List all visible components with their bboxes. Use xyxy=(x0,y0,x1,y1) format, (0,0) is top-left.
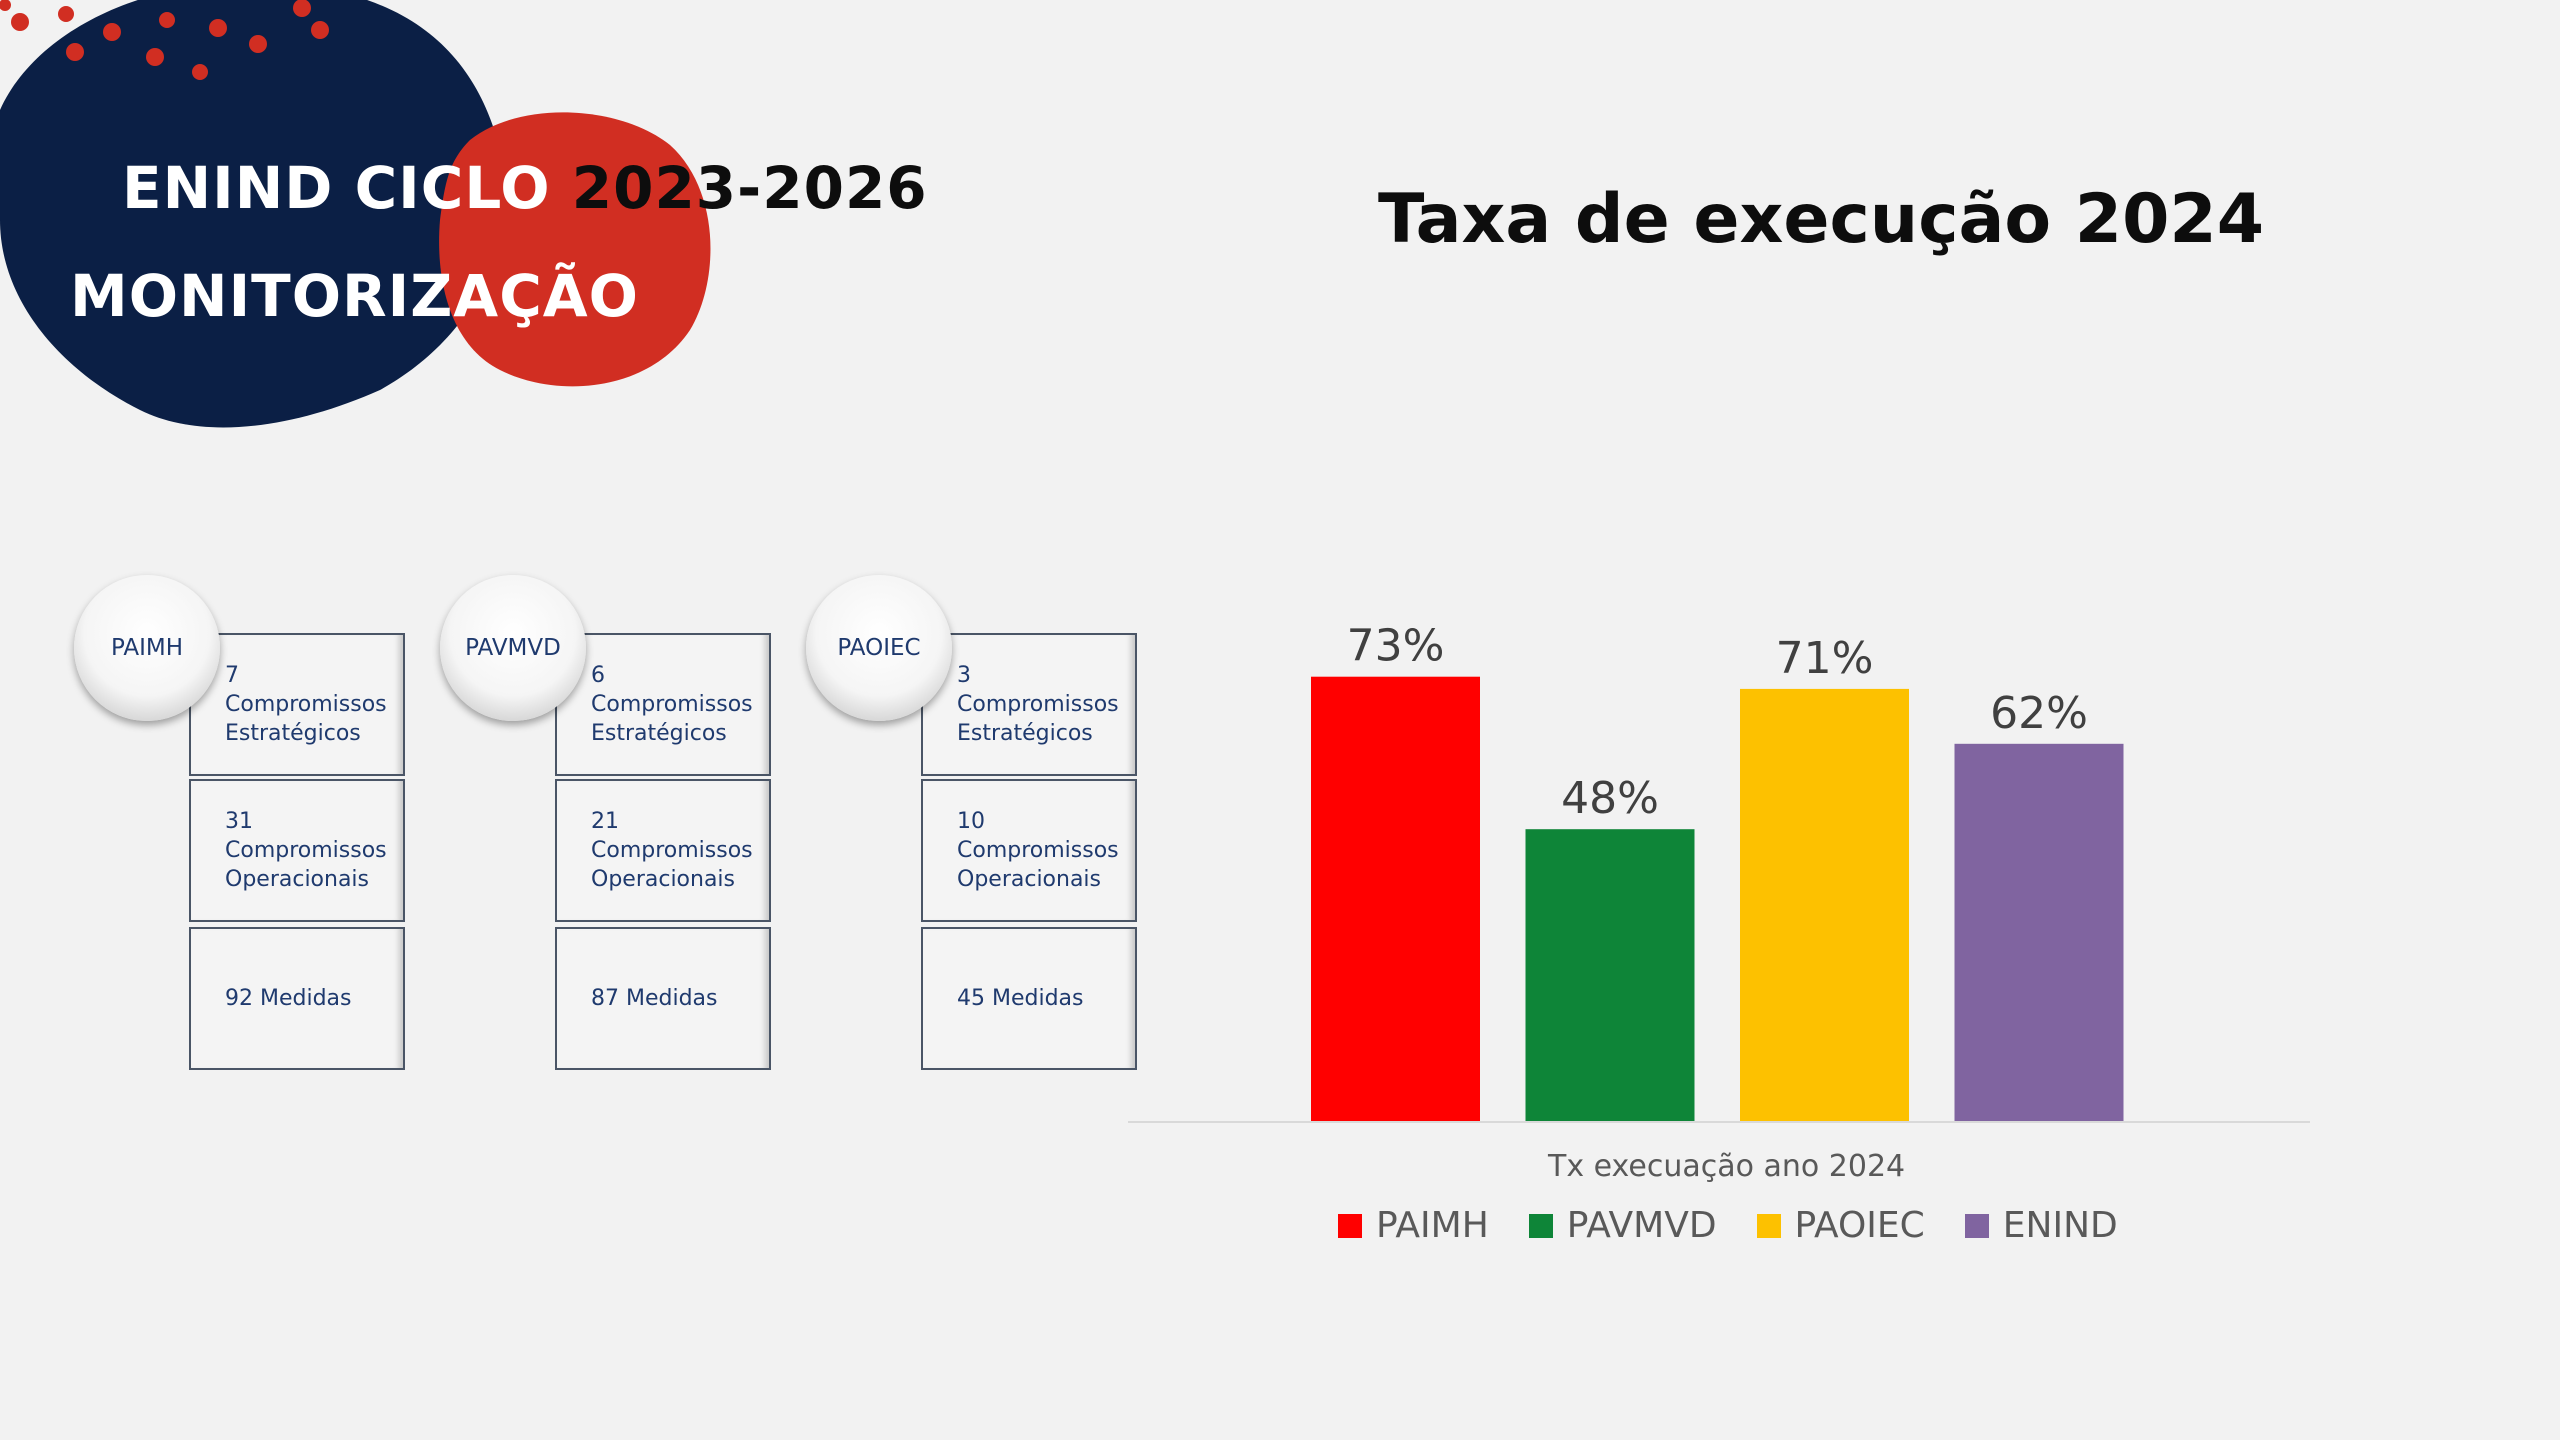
plan-circle: PAVMVD xyxy=(440,575,586,721)
plan-name: PAVMVD xyxy=(465,635,561,661)
data-label-pavmvd: 48% xyxy=(1561,773,1659,824)
plan-box-medidas: 45 Medidas xyxy=(921,927,1137,1070)
plan-box-compromissos-operacionais: 31 Compromissos Operacionais xyxy=(189,779,405,922)
page-title-line2: MONITORIZAÇÃO xyxy=(70,262,639,330)
decorative-dots xyxy=(0,0,329,80)
x-axis-label: Tx execuação ano 2024 xyxy=(1548,1149,1906,1184)
plan-box-compromissos-operacionais: 21 Compromissos Operacionais xyxy=(555,779,771,922)
legend-label: PAIMH xyxy=(1376,1205,1489,1246)
title-segment-dark: 2023-2026 xyxy=(550,154,928,222)
legend-swatch xyxy=(1528,1213,1553,1238)
box-text: 7 Compromissos Estratégicos xyxy=(225,663,387,746)
legend-item: PAOIEC xyxy=(1756,1205,1925,1246)
legend-swatch xyxy=(1964,1213,1989,1238)
box-text: 31 Compromissos Operacionais xyxy=(225,809,387,892)
plan-name: PAIMH xyxy=(110,635,184,661)
page-title-line1: ENIND CICLO 2023-2026 xyxy=(122,154,928,222)
legend-item: PAIMH xyxy=(1338,1205,1489,1246)
legend-item: ENIND xyxy=(1964,1205,2118,1246)
bar-enind xyxy=(1954,743,2124,1122)
data-label-paimh: 73% xyxy=(1347,621,1445,672)
legend-swatch xyxy=(1338,1213,1362,1238)
chart-legend: PAIMH PAVMVD PAOIEC ENIND xyxy=(1338,1205,2118,1246)
red-blob xyxy=(439,112,711,387)
legend-label: PAVMVD xyxy=(1566,1205,1717,1246)
legend-label: PAOIEC xyxy=(1794,1205,1925,1246)
plan-name: PAOIEC xyxy=(837,635,921,661)
navy-blob xyxy=(0,0,505,428)
data-label-paoiec: 71% xyxy=(1776,633,1874,684)
bars-layer: 73% 48% 71% 62% xyxy=(1311,621,2124,1122)
box-text: 6 Compromissos Estratégicos xyxy=(591,663,753,746)
bar-pavmvd xyxy=(1525,829,1695,1122)
plan-circle: PAIMH xyxy=(74,575,220,721)
plan-box-medidas: 87 Medidas xyxy=(555,927,771,1070)
plan-group-paimh: 7 Compromissos Estratégicos 31 Compromis… xyxy=(74,575,499,1075)
box-text: 21 Compromissos Operacionais xyxy=(591,809,753,892)
chart-title: Taxa de execução 2024 xyxy=(1378,180,2265,259)
box-text: 92 Medidas xyxy=(225,986,352,1011)
box-text: 3 Compromissos Estratégicos xyxy=(957,663,1119,746)
plan-box-compromissos-estrategicos: 7 Compromissos Estratégicos xyxy=(189,633,405,776)
legend-swatch xyxy=(1756,1213,1781,1238)
plan-box-compromissos-estrategicos: 6 Compromissos Estratégicos xyxy=(555,633,771,776)
plan-group-pavmvd: 6 Compromissos Estratégicos 21 Compromis… xyxy=(440,575,865,1075)
box-text: 87 Medidas xyxy=(591,986,718,1011)
bar-paimh xyxy=(1311,676,1480,1122)
plan-box-medidas: 92 Medidas xyxy=(189,927,405,1070)
data-label-enind: 62% xyxy=(1990,688,2088,739)
plan-box-compromissos-estrategicos: 3 Compromissos Estratégicos xyxy=(921,633,1137,776)
plan-group-paoiec: 3 Compromissos Estratégicos 10 Compromis… xyxy=(806,575,1231,1075)
bar-paoiec xyxy=(1740,688,1909,1122)
title-segment-white: ENIND CICL xyxy=(122,154,501,222)
legend-label: ENIND xyxy=(2002,1205,2118,1246)
box-text: 45 Medidas xyxy=(957,986,1084,1011)
title-segment-split: O xyxy=(500,154,551,222)
legend-item: PAVMVD xyxy=(1528,1205,1717,1246)
plan-box-compromissos-operacionais: 10 Compromissos Operacionais xyxy=(921,779,1137,922)
plan-circle: PAOIEC xyxy=(806,575,952,721)
box-text: 10 Compromissos Operacionais xyxy=(957,809,1119,892)
